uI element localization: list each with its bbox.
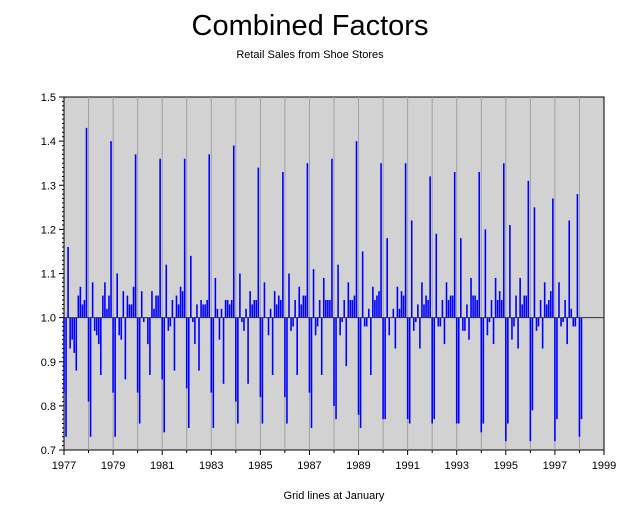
y-tick-label: 1.3 [41, 180, 56, 192]
x-tick-label: 1983 [199, 460, 223, 472]
x-tick-label: 1991 [395, 460, 419, 472]
y-tick-label: 1.2 [41, 224, 56, 236]
y-tick-label: 0.7 [41, 445, 56, 457]
y-tick-label: 0.9 [41, 357, 56, 369]
bar-layer [63, 127, 583, 442]
x-axis: 1977 1979 1981 1983 1985 1987 1989 1991 1993 1995… [52, 450, 616, 472]
chart-subtitle: Retail Sales from Shoe Stores [236, 49, 384, 61]
x-tick-label: 1993 [444, 460, 468, 472]
x-tick-label: 1981 [150, 460, 174, 472]
y-axis: 0.7 0.8 0.9 1.0 1.1 1.2 1.3 1.4 1.5 [41, 92, 64, 457]
x-tick-label: 1979 [101, 460, 125, 472]
x-tick-label: 1987 [297, 460, 321, 472]
chart-title: Combined Factors [192, 10, 429, 42]
x-tick-label: 1989 [346, 460, 370, 472]
x-tick-label: 1999 [592, 460, 616, 472]
x-tick-label: 1985 [248, 460, 272, 472]
y-tick-label: 1.5 [41, 92, 56, 104]
x-tick-label: 1997 [543, 460, 567, 472]
y-tick-label: 1.0 [41, 313, 56, 325]
x-tick-label: 1977 [52, 460, 76, 472]
x-tick-label: 1995 [494, 460, 518, 472]
y-tick-label: 0.8 [41, 401, 56, 413]
y-tick-label: 1.1 [41, 269, 56, 281]
x-axis-label: Grid lines at January [284, 490, 385, 502]
y-tick-label: 1.4 [41, 136, 56, 148]
